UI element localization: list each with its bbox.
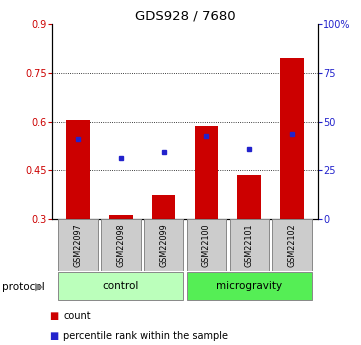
Text: microgravity: microgravity [216, 282, 282, 291]
Bar [144, 219, 183, 271]
Bar [187, 273, 312, 300]
Text: GSM22102: GSM22102 [287, 223, 296, 267]
Bar [187, 219, 226, 271]
Bar [109, 215, 132, 219]
Text: GSM22098: GSM22098 [116, 223, 125, 267]
Text: ■: ■ [49, 311, 58, 321]
Bar [152, 195, 175, 219]
Text: control: control [103, 282, 139, 291]
Bar [195, 127, 218, 219]
Bar [58, 273, 183, 300]
Text: GSM22100: GSM22100 [202, 223, 211, 267]
Text: protocol: protocol [2, 282, 44, 292]
Text: ▶: ▶ [35, 282, 44, 292]
Text: percentile rank within the sample: percentile rank within the sample [63, 332, 228, 341]
Text: GSM22101: GSM22101 [245, 223, 254, 267]
Bar [66, 120, 90, 219]
Bar [230, 219, 269, 271]
Text: GSM22099: GSM22099 [159, 223, 168, 267]
Text: GSM22097: GSM22097 [74, 223, 83, 267]
Bar [272, 219, 312, 271]
Bar [280, 58, 304, 219]
Bar [101, 219, 140, 271]
Bar [58, 219, 98, 271]
Title: GDS928 / 7680: GDS928 / 7680 [135, 10, 235, 23]
Text: ■: ■ [49, 332, 58, 341]
Text: count: count [63, 311, 91, 321]
Bar [238, 175, 261, 219]
